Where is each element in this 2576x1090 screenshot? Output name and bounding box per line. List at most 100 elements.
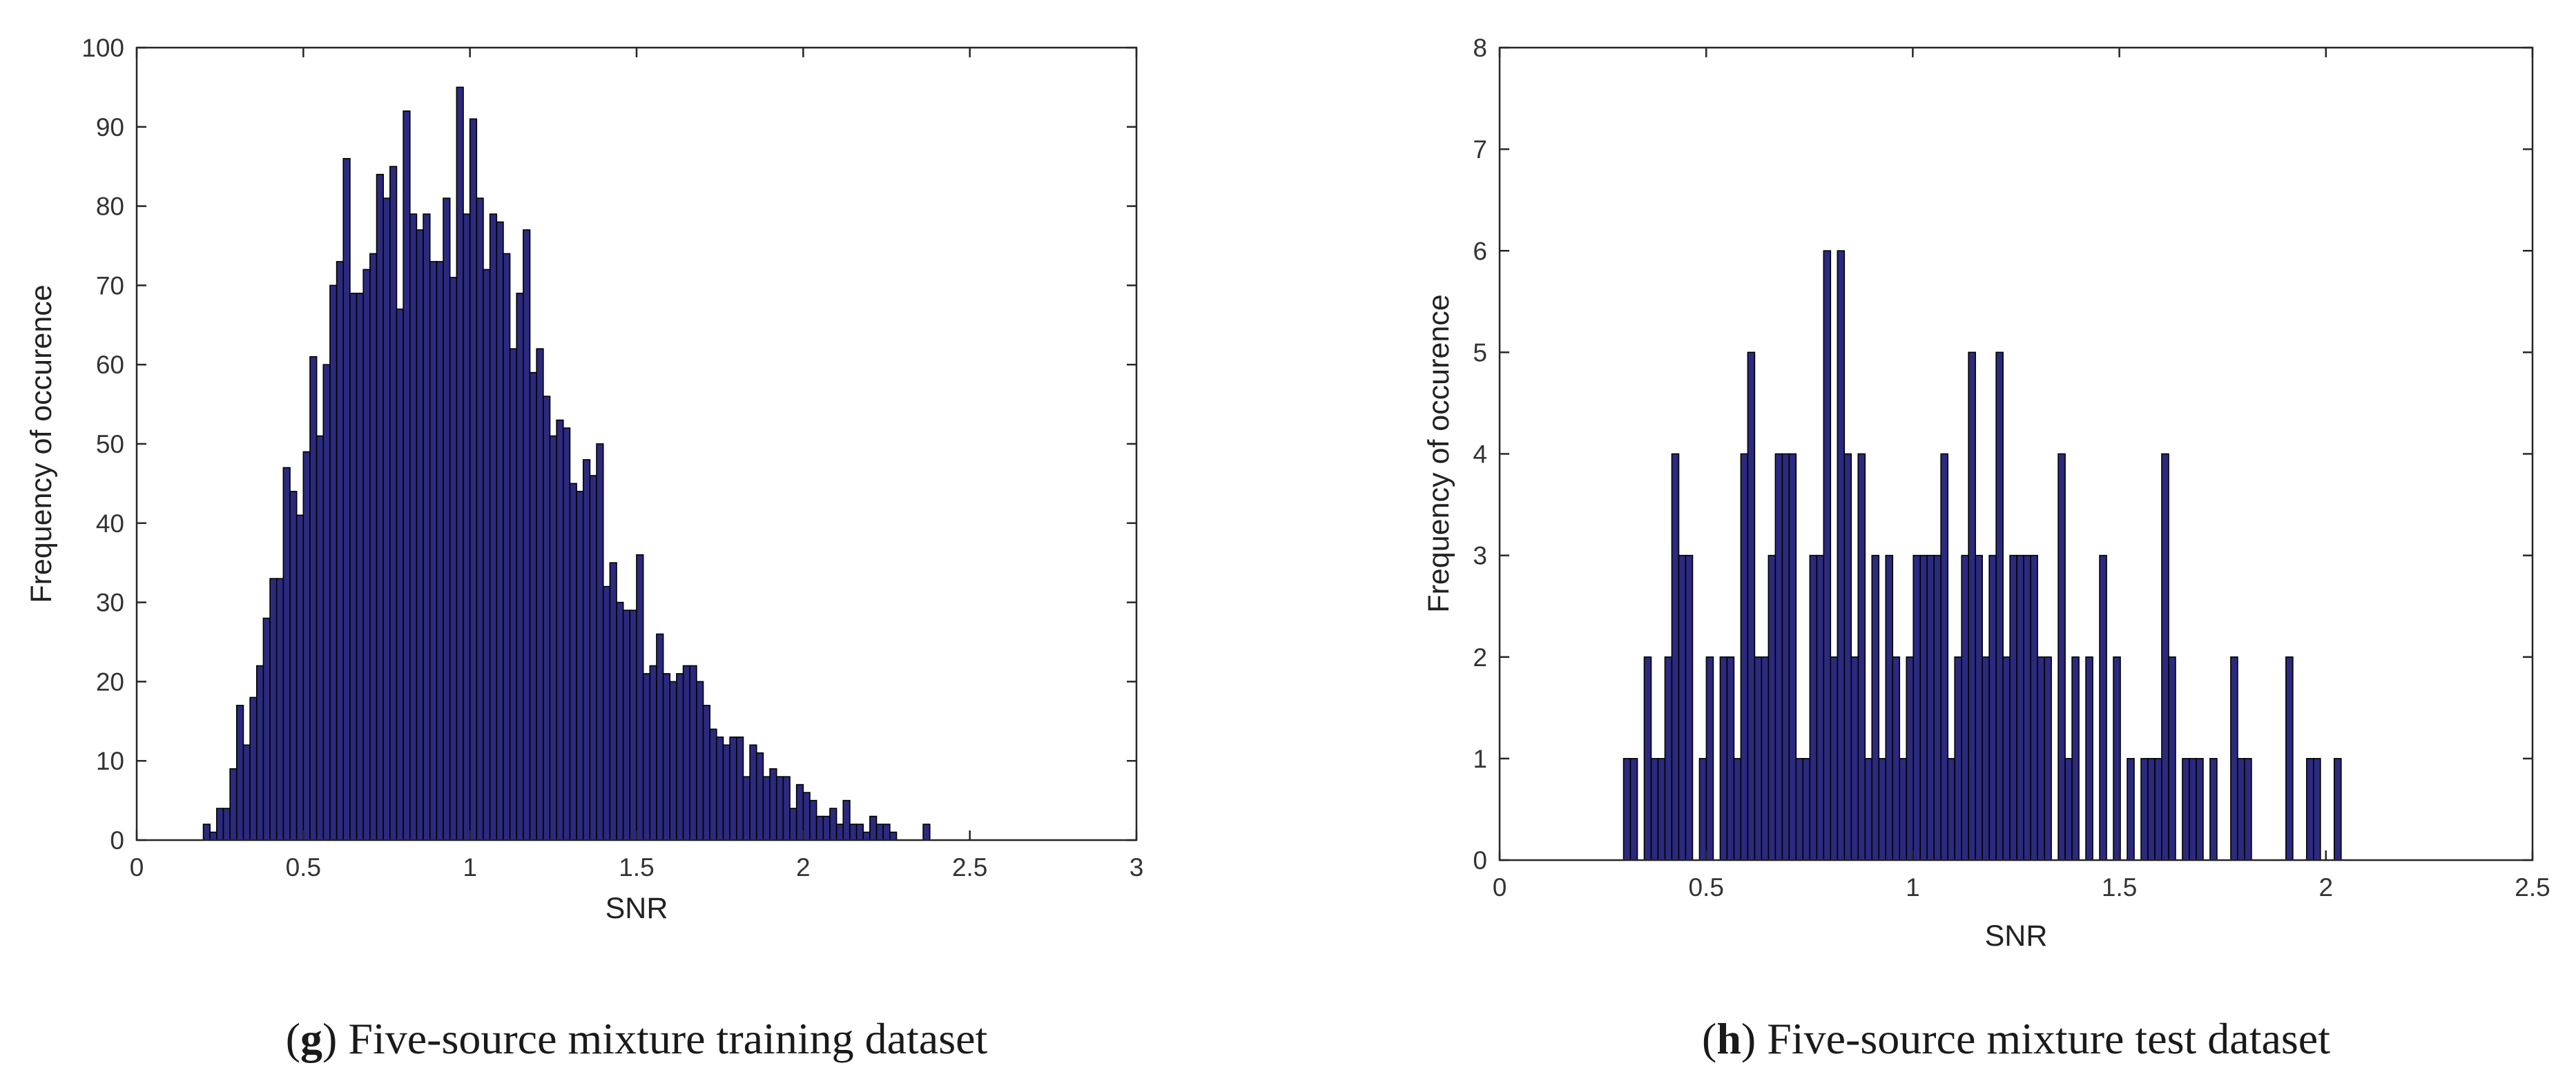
test-x-tick-label: 1.5 — [2102, 873, 2137, 902]
test-histogram-bar — [2306, 758, 2314, 861]
training-histogram-bar — [416, 229, 424, 841]
test-x-tick-label: 2.5 — [2515, 873, 2550, 902]
training-y-tick-label: 70 — [96, 271, 124, 300]
training-histogram-bar — [722, 744, 730, 841]
training-x-tick-label: 2 — [796, 853, 811, 882]
test-histogram-bar — [2016, 554, 2024, 861]
test-histogram-bar — [2002, 656, 2011, 861]
test-x-axis: 0 0.5 1 1.5 2 2.5 — [1493, 48, 2550, 902]
training-histogram-bars — [202, 86, 931, 841]
training-histogram-bar — [802, 792, 811, 841]
test-histogram-bar — [1871, 554, 1880, 861]
training-histogram-bar — [589, 475, 597, 841]
training-histogram-bar — [309, 356, 318, 841]
training-histogram-bar — [676, 673, 684, 841]
training-histogram-bar — [409, 213, 418, 841]
training-histogram-bar — [629, 610, 637, 841]
test-histogram-bar — [1664, 656, 1673, 861]
training-histogram-bar — [269, 578, 278, 841]
training-histogram-bar — [889, 831, 898, 841]
test-histogram-bar — [1843, 453, 1852, 861]
training-histogram-bar — [463, 213, 471, 841]
test-histogram-bar — [2009, 554, 2017, 861]
training-histogram-bar — [342, 157, 351, 841]
test-histogram-bar — [1954, 656, 1962, 861]
training-histogram-bar — [362, 269, 371, 841]
training-x-tick-label: 0 — [130, 853, 144, 882]
training-y-tick-label: 50 — [96, 430, 124, 458]
training-y-tick-label: 80 — [96, 193, 124, 221]
test-histogram-bar — [1761, 656, 1770, 861]
test-histogram-bar — [1795, 758, 1804, 861]
test-histogram-bar — [2030, 554, 2038, 861]
test-histogram-bar — [2182, 758, 2190, 861]
training-histogram-bar — [443, 197, 451, 841]
training-y-tick-label: 10 — [96, 747, 124, 775]
training-histogram-bar — [762, 776, 771, 841]
training-histogram-bar — [716, 736, 724, 841]
test-x-tick-label: 0.5 — [1688, 873, 1723, 902]
test-y-tick-label: 8 — [1473, 34, 1487, 62]
training-histogram-chart: 0 0.5 1 1.5 2 2.5 3 0 10 20 30 40 50 60 70 80 90 100 SNR… — [25, 34, 1143, 1063]
training-histogram-bar — [649, 665, 657, 841]
training-y-axis: 0 10 20 30 40 50 60 70 80 90 100 — [81, 34, 1136, 855]
training-y-axis-label: Frequency of occurence — [25, 284, 58, 603]
test-histogram-bar — [2023, 554, 2031, 861]
training-histogram-bar — [829, 808, 837, 841]
training-histogram-bar — [775, 776, 784, 841]
training-histogram-bar — [289, 491, 298, 841]
training-histogram-bar — [669, 681, 677, 841]
test-histogram-bar — [2071, 656, 2080, 861]
training-histogram-bar — [875, 824, 884, 841]
test-histogram-bar — [1802, 758, 1811, 861]
test-histogram-bar — [1926, 554, 1935, 861]
test-histogram-bar — [1705, 656, 1714, 861]
test-histogram-bar — [1629, 758, 1638, 861]
test-histogram-bar — [1719, 656, 1728, 861]
test-histogram-bar — [1975, 554, 1983, 861]
training-histogram-bar — [376, 173, 384, 841]
test-histogram-bar — [1892, 656, 1901, 861]
test-x-tick-label: 1 — [1906, 873, 1920, 902]
training-histogram-bar — [656, 633, 664, 841]
test-y-tick-label: 4 — [1473, 440, 1487, 469]
test-histogram-bar — [2044, 656, 2052, 861]
test-histogram-bar — [1857, 453, 1866, 861]
training-histogram-bar — [403, 110, 411, 841]
training-x-tick-label: 0.5 — [286, 853, 321, 882]
training-histogram-bar — [702, 705, 710, 841]
test-histogram-bar — [2230, 656, 2238, 861]
test-histogram-bar — [2140, 758, 2149, 861]
test-histogram-bar — [2113, 656, 2121, 861]
test-histogram-bar — [2154, 758, 2162, 861]
training-x-tick-label: 2.5 — [952, 853, 987, 882]
training-histogram-bar — [483, 269, 491, 841]
test-histogram-bar — [2147, 758, 2156, 861]
test-histogram-bar — [1933, 554, 1942, 861]
test-histogram-bar — [1643, 656, 1652, 861]
test-histogram-bar — [1961, 554, 1969, 861]
test-y-tick-label: 7 — [1473, 135, 1487, 164]
training-caption-close: ) — [322, 1014, 337, 1063]
test-y-tick-label: 0 — [1473, 846, 1487, 875]
training-histogram-bar — [842, 799, 851, 841]
training-histogram-bar — [642, 673, 651, 841]
test-histogram-bar — [1988, 554, 1997, 861]
test-histogram-bar — [2244, 758, 2252, 861]
training-histogram-bar — [602, 585, 611, 841]
training-histogram-bar — [782, 776, 791, 841]
training-histogram-bar — [849, 824, 858, 841]
test-histogram-bar — [1740, 453, 1749, 861]
test-histogram-bar — [1698, 758, 1707, 861]
training-histogram-bar — [736, 736, 744, 841]
test-y-tick-label: 1 — [1473, 745, 1487, 773]
training-histogram-bar — [509, 348, 518, 841]
training-histogram-bar — [216, 808, 224, 841]
test-histogram-bar — [1650, 758, 1659, 861]
test-histogram-bar — [2196, 758, 2204, 861]
training-y-tick-label: 60 — [96, 351, 124, 379]
training-y-tick-label: 90 — [96, 113, 124, 142]
training-histogram-bar — [275, 578, 284, 841]
test-caption-close: ) — [1741, 1014, 1756, 1063]
test-histogram-bar — [2285, 656, 2294, 861]
